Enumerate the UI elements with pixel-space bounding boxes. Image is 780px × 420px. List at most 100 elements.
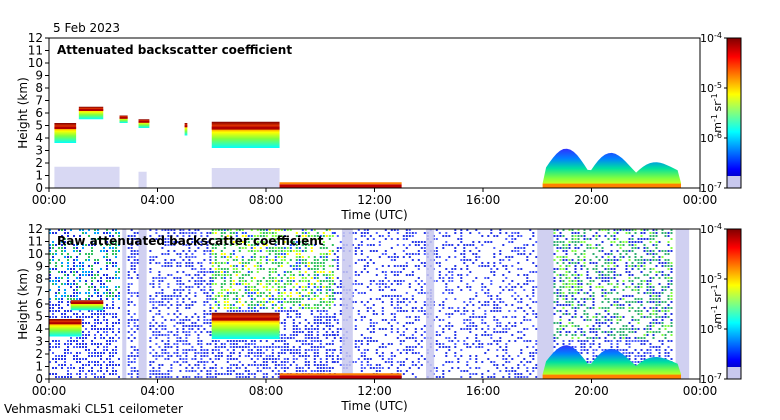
cloud-core bbox=[54, 126, 77, 129]
x-tick-label: 20:00 bbox=[574, 384, 609, 398]
noise-layer bbox=[211, 168, 280, 188]
y-tick-label: 2 bbox=[35, 156, 43, 170]
x-axis-label: Time (UTC) bbox=[340, 208, 407, 222]
x-tick-label: 08:00 bbox=[249, 193, 284, 207]
colorbar-frame bbox=[726, 37, 742, 189]
date-label: 5 Feb 2023 bbox=[53, 21, 121, 35]
y-tick-label: 0 bbox=[35, 372, 43, 386]
quiet-stripe bbox=[122, 229, 127, 379]
plot-area bbox=[49, 38, 700, 188]
colorbar-low bbox=[727, 367, 741, 379]
y-tick-label: 12 bbox=[28, 31, 43, 45]
x-tick-label: 12:00 bbox=[357, 384, 392, 398]
cloud-layer bbox=[138, 119, 150, 128]
cloud-layer bbox=[54, 123, 77, 143]
cloud-core bbox=[70, 302, 104, 305]
surface-layer-edge bbox=[279, 373, 402, 376]
quiet-stripe bbox=[138, 229, 147, 379]
surface-layer bbox=[279, 184, 402, 188]
colorbar-frame bbox=[726, 228, 742, 380]
y-tick-label: 8 bbox=[35, 272, 43, 286]
cloud-layer bbox=[78, 106, 104, 120]
quiet-stripe bbox=[426, 229, 435, 379]
colorbar-unit: m-1 sr-1 bbox=[710, 284, 725, 324]
y-tick-label: 8 bbox=[35, 81, 43, 95]
x-tick-label: 08:00 bbox=[249, 384, 284, 398]
colorbar-low bbox=[727, 176, 741, 188]
panel-title: Attenuated backscatter coefficient bbox=[57, 43, 292, 57]
quiet-stripe bbox=[537, 229, 554, 379]
y-tick-label: 9 bbox=[35, 69, 43, 83]
y-tick-label: 11 bbox=[28, 235, 43, 249]
y-tick-label: 5 bbox=[35, 310, 43, 324]
colorbar-1: 10-7 10-6 10-5 10-4 m-1 sr-1 bbox=[700, 31, 742, 196]
surface-layer-edge bbox=[279, 182, 402, 185]
colorbar-tick-label: 10-7 bbox=[700, 372, 722, 387]
quiet-stripe bbox=[675, 229, 690, 379]
colorbar-tick-label: 10-6 bbox=[700, 131, 722, 146]
x-tick-label: 16:00 bbox=[466, 193, 501, 207]
cloud-core bbox=[49, 322, 82, 325]
y-tick-label: 1 bbox=[35, 360, 43, 374]
y-tick-label: 6 bbox=[35, 297, 43, 311]
noise-layer bbox=[54, 166, 120, 188]
y-axis-label: Height (km) bbox=[16, 77, 30, 148]
y-tick-label: 10 bbox=[28, 247, 43, 261]
panel-title: Raw attenuated backscatter coefficient bbox=[57, 234, 324, 248]
y-axis-label: Height (km) bbox=[16, 268, 30, 339]
x-tick-label: 16:00 bbox=[466, 384, 501, 398]
cloud-core bbox=[78, 109, 104, 111]
colorbar-tick-label: 10-4 bbox=[700, 31, 722, 46]
cloud-layer bbox=[184, 123, 188, 136]
y-tick-label: 6 bbox=[35, 106, 43, 120]
x-tick-label: 20:00 bbox=[574, 193, 609, 207]
x-tick-label: 00:00 bbox=[32, 193, 67, 207]
y-tick-label: 2 bbox=[35, 347, 43, 361]
cloud-layer bbox=[49, 319, 82, 337]
y-tick-label: 4 bbox=[35, 322, 43, 336]
boundary-layer bbox=[542, 345, 681, 379]
instrument-label: Vehmasmaki CL51 ceilometer bbox=[4, 402, 183, 416]
boundary-layer bbox=[542, 148, 681, 188]
x-tick-label: 04:00 bbox=[140, 384, 175, 398]
x-tick-label: 00:00 bbox=[683, 193, 718, 207]
cloud-core bbox=[119, 116, 128, 119]
y-tick-label: 5 bbox=[35, 119, 43, 133]
x-tick-label: 04:00 bbox=[140, 193, 175, 207]
cloud-core bbox=[138, 120, 150, 123]
y-tick-label: 12 bbox=[28, 222, 43, 236]
y-tick-label: 10 bbox=[28, 56, 43, 70]
cloud-layer bbox=[119, 115, 128, 123]
colorbar-tick-label: 10-5 bbox=[700, 272, 722, 287]
cloud-layer bbox=[211, 121, 280, 148]
x-axis-label: Time (UTC) bbox=[340, 399, 407, 413]
boundary-layer-base bbox=[542, 183, 682, 188]
y-tick-label: 11 bbox=[28, 44, 43, 58]
cloud-layer bbox=[70, 300, 104, 311]
noise-layer bbox=[138, 171, 147, 188]
colorbar-unit: m-1 sr-1 bbox=[710, 93, 725, 133]
y-tick-label: 9 bbox=[35, 260, 43, 274]
colorbar-2: 10-7 10-6 10-5 10-4 m-1 sr-1 bbox=[700, 222, 742, 387]
boundary-layer-base bbox=[542, 374, 682, 379]
colorbar-tick-label: 10-6 bbox=[700, 322, 722, 337]
y-tick-label: 3 bbox=[35, 335, 43, 349]
cloud-layer bbox=[211, 312, 280, 339]
x-tick-label: 12:00 bbox=[357, 193, 392, 207]
y-tick-label: 1 bbox=[35, 169, 43, 183]
y-tick-label: 4 bbox=[35, 131, 43, 145]
cloud-core bbox=[211, 126, 280, 130]
panel-2: Raw attenuated backscatter coefficient01… bbox=[16, 222, 717, 413]
cloud-core bbox=[211, 317, 280, 321]
y-tick-label: 3 bbox=[35, 144, 43, 158]
surface-layer bbox=[279, 375, 402, 379]
y-tick-label: 7 bbox=[35, 285, 43, 299]
colorbar-tick-label: 10-7 bbox=[700, 181, 722, 196]
quiet-stripe bbox=[341, 229, 353, 379]
colorbar-gradient bbox=[727, 38, 741, 188]
y-tick-label: 0 bbox=[35, 181, 43, 195]
x-tick-label: 00:00 bbox=[683, 384, 718, 398]
x-tick-label: 00:00 bbox=[32, 384, 67, 398]
